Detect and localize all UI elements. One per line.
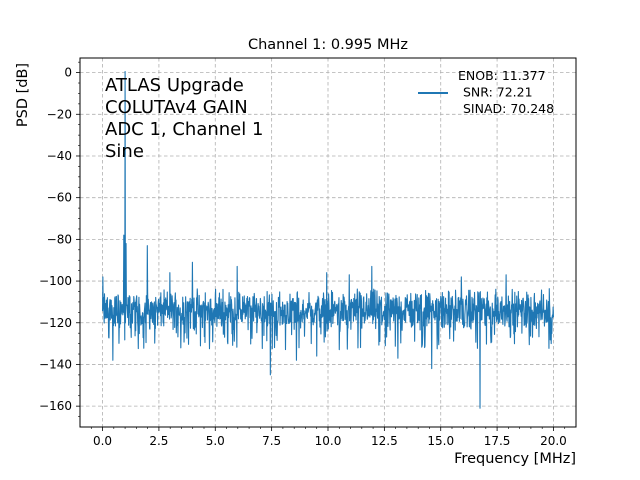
y-tick-label: −120 xyxy=(39,316,72,330)
y-tick-label: −80 xyxy=(47,232,72,246)
annotation-line: Sine xyxy=(105,141,144,162)
annotation-line: ADC 1, Channel 1 xyxy=(105,119,263,140)
x-tick-label: 12.5 xyxy=(371,434,398,448)
y-tick-label: −100 xyxy=(39,274,72,288)
legend-text: ENOB: 11.377 xyxy=(458,68,546,83)
annotation-line: COLUTAv4 GAIN xyxy=(105,97,248,118)
y-tick-label: −40 xyxy=(47,149,72,163)
grid-lines xyxy=(80,58,576,427)
y-tick-label: −140 xyxy=(39,357,72,371)
y-tick-label: 0 xyxy=(64,66,72,80)
psd-series-line xyxy=(102,71,554,409)
ticks-group: 0.0 2.5 5.0 7.5 10.0 12.5 15.0 17.5 20.0 0 −20 −40 −… xyxy=(39,61,567,448)
x-tick-label: 2.5 xyxy=(149,434,168,448)
x-tick-label: 15.0 xyxy=(427,434,454,448)
y-axis-label: PSD [dB] xyxy=(15,63,31,127)
legend-text: SNR: 72.21 xyxy=(463,85,533,100)
x-tick-label: 0.0 xyxy=(93,434,112,448)
chart-title: Channel 1: 0.995 MHz xyxy=(248,37,408,53)
annotation-line: ATLAS Upgrade xyxy=(105,75,244,96)
x-tick-label: 5.0 xyxy=(206,434,225,448)
legend-text: SINAD: 70.248 xyxy=(463,101,554,116)
x-tick-label: 7.5 xyxy=(262,434,281,448)
y-tick-label: −20 xyxy=(47,107,72,121)
y-tick-label: −160 xyxy=(39,399,72,413)
x-axis-label: Frequency [MHz] xyxy=(454,451,576,467)
series-group xyxy=(102,71,554,409)
x-tick-label: 17.5 xyxy=(484,434,511,448)
y-tick-label: −60 xyxy=(47,191,72,205)
x-tick-label: 10.0 xyxy=(315,434,342,448)
x-tick-label: 20.0 xyxy=(540,434,567,448)
plot-area: 0.0 2.5 5.0 7.5 10.0 12.5 15.0 17.5 20.0 0 −20 −40 −… xyxy=(39,57,577,448)
